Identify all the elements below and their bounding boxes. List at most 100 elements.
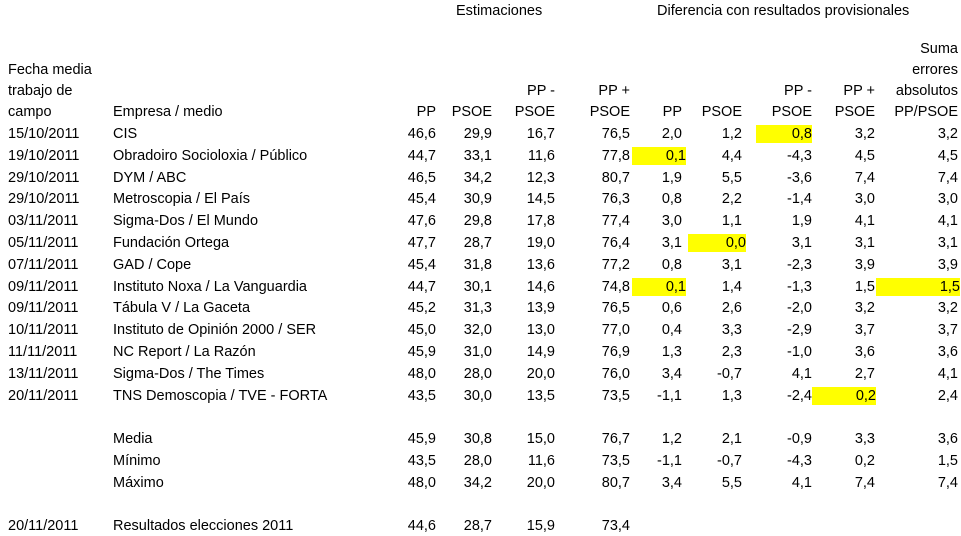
table-cell-dpsoe: 1,2 <box>721 126 742 142</box>
table-cell-pp: 46,5 <box>407 169 436 186</box>
table-cell-dpp: 0,8 <box>661 256 682 273</box>
table-cell-err: 4,1 <box>937 213 958 230</box>
summary-cell-dpsoe: -0,7 <box>717 452 742 469</box>
table-cell-dsum-highlighted: 0,2 <box>812 386 876 405</box>
table-cell-ddiff: -2,4 <box>787 387 812 404</box>
summary-cell-label: Mínimo <box>113 452 161 469</box>
summary-cell-psoe: 28,0 <box>463 452 492 469</box>
table-cell-company: Fundación Ortega <box>113 235 230 251</box>
table-cell-dpp: 3,0 <box>661 213 682 230</box>
table-cell-dpsoe: 1,3 <box>721 387 742 404</box>
summary-cell-diff: 15,0 <box>526 431 555 447</box>
header-pp-minus-psoe-1: PP - <box>527 83 555 99</box>
header-date-line1: Fecha media <box>8 62 92 78</box>
header-sum-errors-3: absolutos <box>895 83 958 99</box>
table-cell-dpp: 1,9 <box>661 169 682 186</box>
table-cell-date: 03/11/2011 <box>8 213 79 230</box>
table-cell-pp: 43,5 <box>407 387 436 404</box>
table-cell-diff: 14,6 <box>526 278 555 295</box>
summary-cell-dpsoe: 2,1 <box>721 431 742 447</box>
table-cell-date: 09/11/2011 <box>8 278 79 295</box>
summary-cell-ddiff: 4,1 <box>791 474 812 491</box>
table-cell-ddiff: -1,3 <box>787 278 812 295</box>
table-cell-sum: 76,0 <box>601 365 630 382</box>
table-cell-psoe: 30,9 <box>463 191 492 208</box>
table-cell-dpsoe: 2,2 <box>721 191 742 208</box>
table-cell-diff: 20,0 <box>526 365 555 382</box>
table-cell-sum: 76,9 <box>601 344 630 360</box>
table-cell-dpsoe: 2,3 <box>721 344 742 360</box>
table-cell-psoe: 29,9 <box>463 126 492 142</box>
summary-cell-ddiff: -4,3 <box>787 452 812 469</box>
table-cell-diff: 19,0 <box>526 235 555 251</box>
table-cell-dsum: 3,2 <box>854 126 875 142</box>
table-cell-dpsoe: 1,4 <box>721 278 742 295</box>
header-diff-pp-minus-psoe-2: PSOE <box>771 104 812 120</box>
table-cell-sum: 77,8 <box>601 147 630 164</box>
table-cell-company: Tábula V / La Gaceta <box>113 300 251 317</box>
table-cell-sum: 74,8 <box>601 278 630 295</box>
table-cell-psoe: 28,7 <box>463 235 492 251</box>
table-cell-dpp-highlighted: 0,1 <box>632 277 686 296</box>
summary-cell-err: 1,5 <box>937 452 958 469</box>
table-cell-diff: 13,5 <box>526 387 555 404</box>
header-diff-pp: PP <box>662 104 682 120</box>
summary-cell-dpp: -1,1 <box>657 452 682 469</box>
table-cell-date: 29/10/2011 <box>8 191 80 208</box>
header-pp-minus-psoe-2: PSOE <box>514 104 555 120</box>
table-cell-ddiff: -3,6 <box>787 169 812 186</box>
summary-cell-sum: 80,7 <box>601 474 630 491</box>
table-cell-dsum: 3,9 <box>854 256 875 273</box>
header-pp-plus-psoe-2: PSOE <box>589 104 630 120</box>
summary-cell-diff: 11,6 <box>527 452 555 469</box>
table-cell-psoe: 31,8 <box>463 256 492 273</box>
table-cell-sum: 80,7 <box>601 169 630 186</box>
table-cell-company: Obradoiro Socioloxia / Público <box>113 147 308 164</box>
results-cell-sum: 73,4 <box>601 518 630 534</box>
table-cell-date: 09/11/2011 <box>8 300 79 317</box>
table-cell-ddiff: -4,3 <box>787 147 812 164</box>
results-cell-pp: 44,6 <box>407 518 436 534</box>
table-cell-sum: 73,5 <box>601 387 630 404</box>
table-cell-company: DYM / ABC <box>113 169 187 186</box>
table-cell-dpp-highlighted: 0,1 <box>632 146 686 165</box>
table-cell-err: 3,1 <box>937 235 958 251</box>
table-cell-company: Sigma-Dos / El Mundo <box>113 213 259 230</box>
table-cell-sum: 77,4 <box>601 213 630 230</box>
table-cell-date: 20/11/2011 <box>8 387 79 404</box>
group-header-estimates: Estimaciones <box>456 3 543 19</box>
table-cell-dpsoe: -0,7 <box>717 365 742 382</box>
table-cell-dpsoe: 5,5 <box>721 169 742 186</box>
table-cell-psoe: 30,0 <box>463 387 492 404</box>
table-cell-pp: 45,4 <box>407 256 436 273</box>
table-cell-date: 05/11/2011 <box>8 235 79 251</box>
table-cell-pp: 44,7 <box>407 147 436 164</box>
table-cell-company: CIS <box>113 126 138 142</box>
summary-cell-pp: 48,0 <box>407 474 436 491</box>
table-cell-dpsoe: 1,1 <box>721 213 742 230</box>
summary-cell-dpp: 3,4 <box>661 474 682 491</box>
table-cell-dpsoe: 4,4 <box>721 147 742 164</box>
table-cell-dsum: 7,4 <box>854 169 875 186</box>
table-cell-date: 29/10/2011 <box>8 169 80 186</box>
table-cell-diff: 13,0 <box>526 322 555 339</box>
summary-cell-err: 7,4 <box>937 474 958 491</box>
table-cell-pp: 45,4 <box>407 191 436 208</box>
table-cell-dsum: 2,7 <box>854 365 875 382</box>
summary-cell-sum: 73,5 <box>601 452 630 469</box>
table-cell-ddiff: -2,3 <box>787 256 812 273</box>
table-cell-dpsoe-highlighted: 0,0 <box>688 234 746 252</box>
table-cell-company: Sigma-Dos / The Times <box>113 365 265 382</box>
table-cell-dpp: 3,1 <box>661 235 682 251</box>
table-cell-company: Metroscopia / El País <box>113 191 250 208</box>
header-pp-plus-psoe-1: PP + <box>598 83 630 99</box>
table-cell-ddiff: 3,1 <box>791 235 812 251</box>
summary-cell-label: Máximo <box>113 474 164 491</box>
group-header-differences: Diferencia con resultados provisionales <box>657 3 910 19</box>
table-cell-dsum: 4,5 <box>854 147 875 164</box>
table-cell-diff: 13,9 <box>526 300 555 317</box>
table-cell-err-highlighted: 1,5 <box>876 277 960 296</box>
table-cell-ddiff-highlighted: 0,8 <box>756 125 812 143</box>
header-pp: PP <box>416 104 436 120</box>
results-cell-date: 20/11/2011 <box>8 518 79 534</box>
